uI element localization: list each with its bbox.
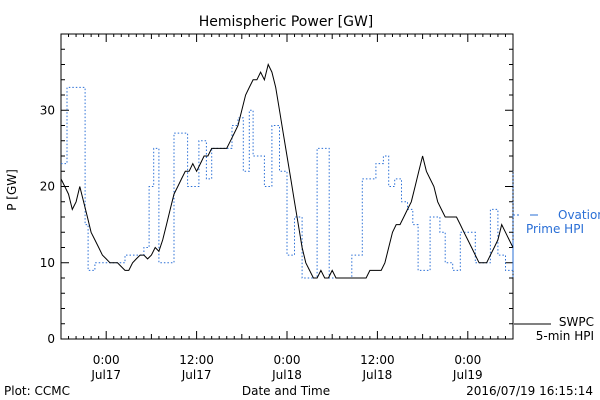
plot-credit: Plot: CCMC <box>4 384 70 398</box>
x-tick-date: Jul19 <box>452 368 483 382</box>
x-axis: 0:00Jul1712:00Jul170:00Jul1812:00Jul180:… <box>60 34 514 382</box>
x-axis-label: Date and Time <box>242 384 330 398</box>
y-axis-label: P [GW] <box>5 169 19 211</box>
series-layer <box>60 63 514 279</box>
x-tick-label: 0:00 <box>274 353 301 367</box>
y-tick-label: 0 <box>47 332 55 346</box>
x-tick-date: Jul17 <box>90 368 121 382</box>
x-tick-date: Jul17 <box>181 368 212 382</box>
x-tick-label: 12:00 <box>360 353 395 367</box>
x-tick-label: 0:00 <box>93 353 120 367</box>
swpc-hpi-series <box>60 63 514 279</box>
plot-timestamp: 2016/07/19 16:15:14 <box>466 384 593 398</box>
y-axis: 0 10 20 30 <box>40 33 513 346</box>
y-tick-label: 10 <box>40 256 55 270</box>
x-tick-date: Jul18 <box>362 368 393 382</box>
legend-ovation-label: Ovation <box>558 208 600 222</box>
x-tick-date: Jul18 <box>271 368 302 382</box>
y-tick-label: 30 <box>40 103 55 117</box>
legend-ovation-label-2: Prime HPI <box>526 222 584 236</box>
x-tick-label: 0:00 <box>454 353 481 367</box>
chart-title: Hemispheric Power [GW] <box>199 14 374 30</box>
x-tick-label: 12:00 <box>179 353 214 367</box>
y-tick-label: 20 <box>40 180 55 194</box>
legend-swpc-label-2: 5-min HPI <box>536 329 594 343</box>
legend-swpc-label: SWPC <box>559 315 594 329</box>
ovation-prime-series <box>61 86 514 279</box>
